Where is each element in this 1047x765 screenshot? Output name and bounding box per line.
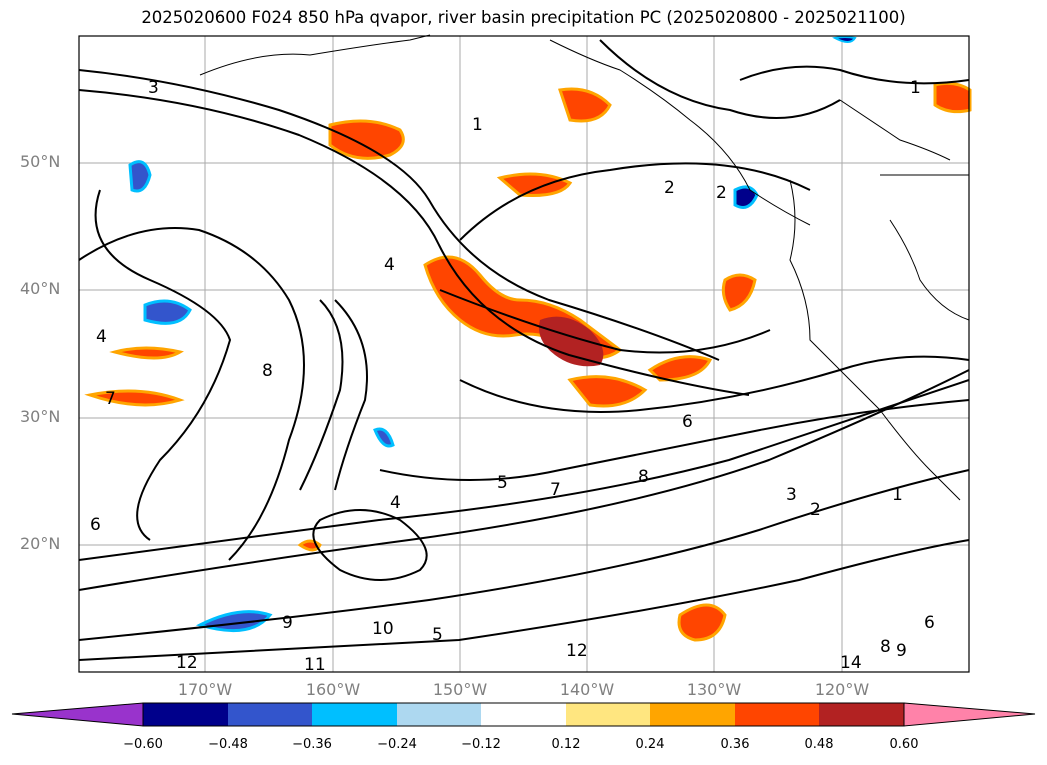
precip-blob — [496, 172, 573, 197]
lat-label: 30°N — [20, 407, 61, 426]
contour-label: 8 — [262, 361, 273, 381]
colorbar-segment — [143, 703, 228, 726]
contour-label: 6 — [90, 515, 101, 535]
contour-label: 1 — [472, 115, 483, 135]
map-title: 2025020600 F024 850 hPa qvapor, river ba… — [141, 8, 906, 27]
colorbar-tick: −0.60 — [123, 737, 163, 752]
contour-label: 12 — [566, 641, 588, 661]
precip-blob — [109, 346, 184, 360]
colorbar — [11, 702, 1036, 727]
colorbar-segment — [650, 703, 735, 726]
contour-label: 8 — [638, 467, 649, 487]
precip-blob — [328, 119, 405, 160]
plot-area — [79, 36, 969, 672]
colorbar-segment — [312, 703, 397, 726]
colorbar-segment — [566, 703, 650, 726]
colorbar-segment — [228, 703, 312, 726]
contour-lines — [78, 39, 970, 661]
colorbar-tick: −0.12 — [461, 737, 501, 752]
contour-label: 9 — [282, 613, 293, 633]
lon-label: 120°W — [814, 680, 870, 699]
contour-label: 2 — [664, 178, 675, 198]
colorbar-tick: 0.24 — [635, 737, 665, 752]
colorbar-tick: −0.24 — [377, 737, 417, 752]
contour-label: 1 — [892, 485, 903, 505]
lat-label: 20°N — [20, 534, 61, 553]
lon-label: 160°W — [305, 680, 361, 699]
lon-label: 170°W — [177, 680, 233, 699]
contour-label: 6 — [924, 613, 935, 633]
colorbar-extend-max — [903, 702, 1036, 727]
colorbar-tick: 0.48 — [804, 737, 834, 752]
precip-blob — [84, 389, 185, 407]
contour-label: 5 — [497, 473, 508, 493]
contour-label: 2 — [716, 183, 727, 203]
colorbar-segment — [397, 703, 481, 726]
contour-label: 3 — [148, 78, 159, 98]
precip-shading — [84, 36, 972, 642]
precip-blob — [558, 87, 612, 123]
precip-blob — [539, 316, 604, 367]
precip-blob — [721, 273, 757, 312]
contour-label: 14 — [840, 653, 862, 673]
precip-blob-neg — [832, 36, 857, 43]
precip-blob-neg — [143, 299, 192, 325]
colorbar-extend-min — [11, 702, 144, 727]
contour-label: 4 — [390, 493, 401, 513]
contour-label: 5 — [432, 625, 443, 645]
contour-label: 2 — [810, 500, 821, 520]
precip-blob-neg — [373, 427, 395, 448]
colorbar-tick: −0.48 — [208, 737, 248, 752]
contour-label: 1 — [910, 78, 921, 98]
contour-label: 6 — [682, 412, 693, 432]
contour-label: 7 — [550, 480, 561, 500]
contour-label: 9 — [896, 641, 907, 661]
colorbar-tick: −0.36 — [292, 737, 332, 752]
lon-label: 130°W — [686, 680, 742, 699]
contour-label: 4 — [384, 255, 395, 275]
contour-label: 3 — [786, 485, 797, 505]
contour-label: 12 — [176, 653, 198, 673]
precip-blob — [567, 375, 648, 408]
colorbar-tick: 0.60 — [889, 737, 919, 752]
colorbar-segment — [481, 703, 566, 726]
contour-label: 11 — [304, 655, 326, 675]
contour-label-group: 3 1 2 2 4 4 8 7 6 5 7 6 8 3 2 1 9 10 12 … — [90, 78, 935, 675]
lat-label: 40°N — [20, 279, 61, 298]
precip-blob — [677, 603, 727, 642]
contour-label: 8 — [880, 637, 891, 657]
lon-label: 150°W — [432, 680, 488, 699]
colorbar-segment — [819, 703, 904, 726]
coastlines — [199, 34, 970, 501]
lat-label: 50°N — [20, 152, 61, 171]
lon-label: 140°W — [559, 680, 615, 699]
contour-label: 10 — [372, 619, 394, 639]
plot-border — [78, 35, 970, 673]
colorbar-segment — [735, 703, 819, 726]
precip-blob-neg — [128, 160, 152, 193]
contour-label: 4 — [96, 327, 107, 347]
contour-label: 7 — [105, 389, 116, 409]
precip-blob — [647, 355, 713, 382]
colorbar-tick: 0.12 — [551, 737, 581, 752]
colorbar-tick: 0.36 — [720, 737, 750, 752]
precip-blob — [933, 81, 972, 114]
